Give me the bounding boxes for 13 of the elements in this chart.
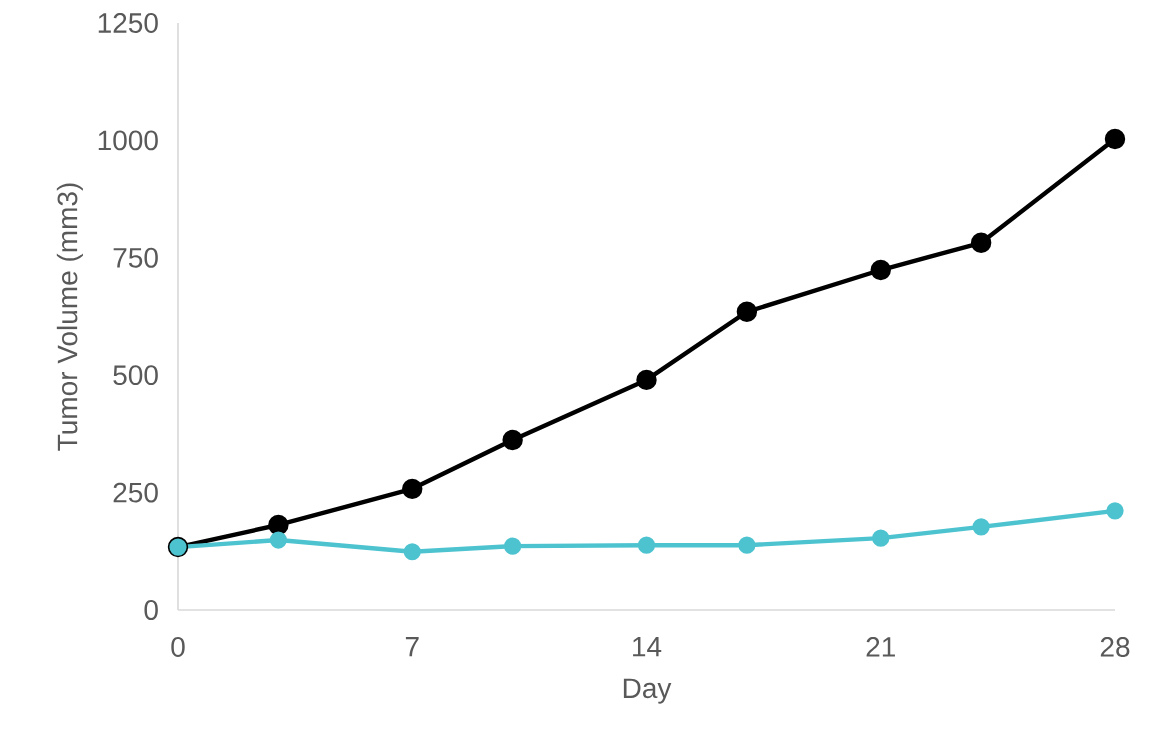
y-axis-title: Tumor Volume (mm3): [56, 183, 83, 451]
x-tick-label: 28: [1100, 637, 1130, 657]
y-tick-label: 250: [113, 482, 158, 503]
x-axis-title: Day: [623, 678, 672, 704]
y-tick-label: 1250: [98, 13, 158, 33]
y-tick-label: 500: [113, 365, 158, 386]
y-tick-label: 1000: [98, 130, 158, 151]
x-tick-label: 7: [405, 637, 419, 657]
x-tick-label: 14: [633, 637, 662, 657]
y-tick-label: 0: [144, 600, 158, 620]
y-tick-label: 750: [113, 247, 158, 268]
x-tick-label: 21: [866, 637, 895, 657]
x-tick-label: 0: [171, 637, 185, 657]
